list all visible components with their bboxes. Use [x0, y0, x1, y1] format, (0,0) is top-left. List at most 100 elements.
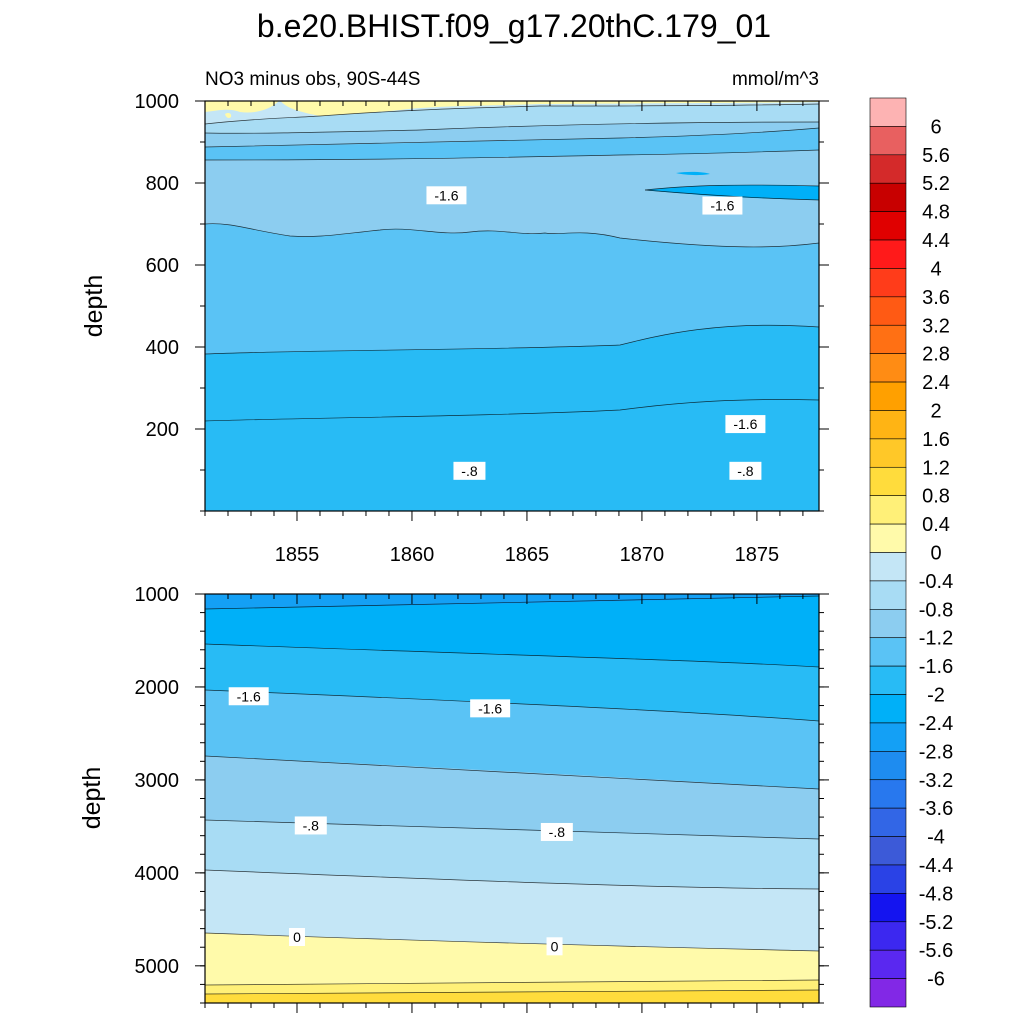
- upper-contour-label-bg: [725, 415, 766, 434]
- lower-contour-label-bg: [228, 687, 269, 706]
- colorbar-label: -4: [927, 827, 945, 849]
- upper-contour-label: -1.6: [710, 198, 734, 214]
- colorbar-swatch: [869, 893, 907, 923]
- colorbar-label: -2: [927, 685, 945, 707]
- colorbar-label: 5.6: [922, 145, 950, 167]
- xtick-label: 1875: [735, 544, 780, 566]
- colorbar-label: 4: [930, 258, 941, 280]
- lower-ytick-label: 2000: [135, 677, 180, 699]
- fill-band-2.8-lower: [205, 594, 819, 609]
- lower-contour-label-bg: [540, 822, 573, 841]
- lower-ytick-label: 4000: [135, 863, 180, 885]
- upper-ytick-label: 400: [146, 337, 179, 359]
- colorbar-label: -3.2: [919, 770, 953, 792]
- upper-contour-label-bg: [426, 186, 467, 205]
- colorbar-swatch: [869, 410, 907, 440]
- colorbar-swatch: [869, 807, 907, 837]
- colorbar-label: -0.4: [919, 571, 953, 593]
- colorbar-swatch: [869, 779, 907, 809]
- colorbar-label: 0.8: [922, 486, 950, 508]
- lower-contour-label-bg: [470, 699, 511, 718]
- colorbar-label: 6: [930, 116, 941, 138]
- chart-title: b.e20.BHIST.f09_g17.20thC.179_01: [257, 8, 771, 44]
- colorbar-swatch: [869, 637, 907, 667]
- colorbar-label: 1.2: [922, 457, 950, 479]
- colorbar-label: -0.8: [919, 599, 953, 621]
- lower-contour-label: -.8: [549, 824, 566, 840]
- colorbar-label: 5.2: [922, 173, 950, 195]
- lower-ytick-label: 5000: [135, 956, 180, 978]
- upper-ytick-label: 800: [146, 173, 179, 195]
- fill-band-2-upper: [645, 185, 819, 200]
- colorbar-label: 3.6: [922, 287, 950, 309]
- colorbar-swatch: [869, 296, 907, 326]
- colorbar-swatch: [869, 466, 907, 496]
- colorbar-swatch: [869, 97, 907, 127]
- colorbar-swatch: [869, 268, 907, 298]
- colorbar-label: 2.4: [922, 372, 950, 394]
- colorbar-swatch: [869, 552, 907, 582]
- colorbar-label: 2.8: [922, 344, 950, 366]
- upper-ytick-label: 1000: [135, 91, 180, 113]
- colorbar-swatch: [869, 353, 907, 383]
- colorbar-swatch: [869, 751, 907, 781]
- lower-contour-label: -1.6: [478, 700, 502, 716]
- upper-contour-label-bg: [453, 461, 486, 480]
- colorbar-label: 2: [930, 400, 941, 422]
- colorbar-label: 4.8: [922, 202, 950, 224]
- colorbar-swatch: [869, 609, 907, 639]
- colorbar-label: -4.4: [919, 855, 953, 877]
- upper-contour-label-bg: [729, 461, 762, 480]
- colorbar-swatch: [869, 381, 907, 411]
- colorbar-swatch: [869, 921, 907, 951]
- fill-band-positive-upper: [205, 101, 819, 116]
- colorbar-swatch: [869, 580, 907, 610]
- lower-contour-label: 0: [551, 938, 559, 954]
- lower-contour-label-bg: [288, 928, 305, 947]
- colorbar-swatch: [869, 836, 907, 866]
- xtick-label: 1870: [620, 544, 665, 566]
- colorbar-swatch: [869, 949, 907, 979]
- colorbar-label: -3.6: [919, 798, 953, 820]
- upper-contour-label: -1.6: [434, 187, 458, 203]
- colorbar-swatch: [869, 978, 907, 1008]
- colorbar-swatch: [869, 211, 907, 241]
- lower-panel-fills: [205, 594, 819, 1003]
- upper-contour-label: -1.6: [733, 416, 757, 432]
- colorbar-label: 1.6: [922, 429, 950, 451]
- colorbar-swatch: [869, 324, 907, 354]
- upper-ytick-label: 600: [146, 255, 179, 277]
- colorbar-swatch: [869, 126, 907, 156]
- lower-contour-label: -.8: [303, 817, 320, 833]
- upper-contour-label: -.8: [461, 463, 478, 479]
- lower-ytick-label: 1000: [135, 584, 180, 606]
- colorbar-label: -5.6: [919, 940, 953, 962]
- upper-ylabel: depth: [80, 275, 108, 338]
- xtick-label: 1860: [390, 544, 435, 566]
- upper-contour-label-bg: [702, 196, 743, 215]
- lower-contour-label-bg: [546, 937, 563, 956]
- colorbar-label: -4.8: [919, 883, 953, 905]
- lower-contour-label: -1.6: [237, 688, 261, 704]
- colorbar-swatch: [869, 239, 907, 269]
- colorbar-swatch: [869, 694, 907, 724]
- upper-panel-fills: [205, 101, 819, 511]
- chart-subtitle-left: NO3 minus obs, 90S-44S: [205, 69, 420, 90]
- upper-contour-label: -.8: [737, 463, 754, 479]
- lower-ytick-label: 3000: [135, 770, 180, 792]
- colorbar-label: -5.2: [919, 912, 953, 934]
- colorbar-swatch: [869, 523, 907, 553]
- chart-units-label: mmol/m^3: [732, 69, 819, 90]
- colorbar-label: 4.4: [922, 230, 950, 252]
- colorbar-label: -1.2: [919, 628, 953, 650]
- fill-band-2.4-lower: [205, 594, 819, 667]
- colorbar-swatch: [869, 665, 907, 695]
- lower-ylabel: depth: [78, 767, 106, 830]
- colorbar: 6 5.6 5.2 4.8 4.4 4 3.6 3.2 2.8 2.4 2 1.6 1.2 0.8 0.4 0…: [869, 97, 953, 1008]
- colorbar-label: 3.2: [922, 315, 950, 337]
- colorbar-label: -2.8: [919, 741, 953, 763]
- colorbar-label: -2.4: [919, 713, 953, 735]
- colorbar-swatch: [869, 154, 907, 184]
- lower-contour-label-bg: [294, 816, 327, 835]
